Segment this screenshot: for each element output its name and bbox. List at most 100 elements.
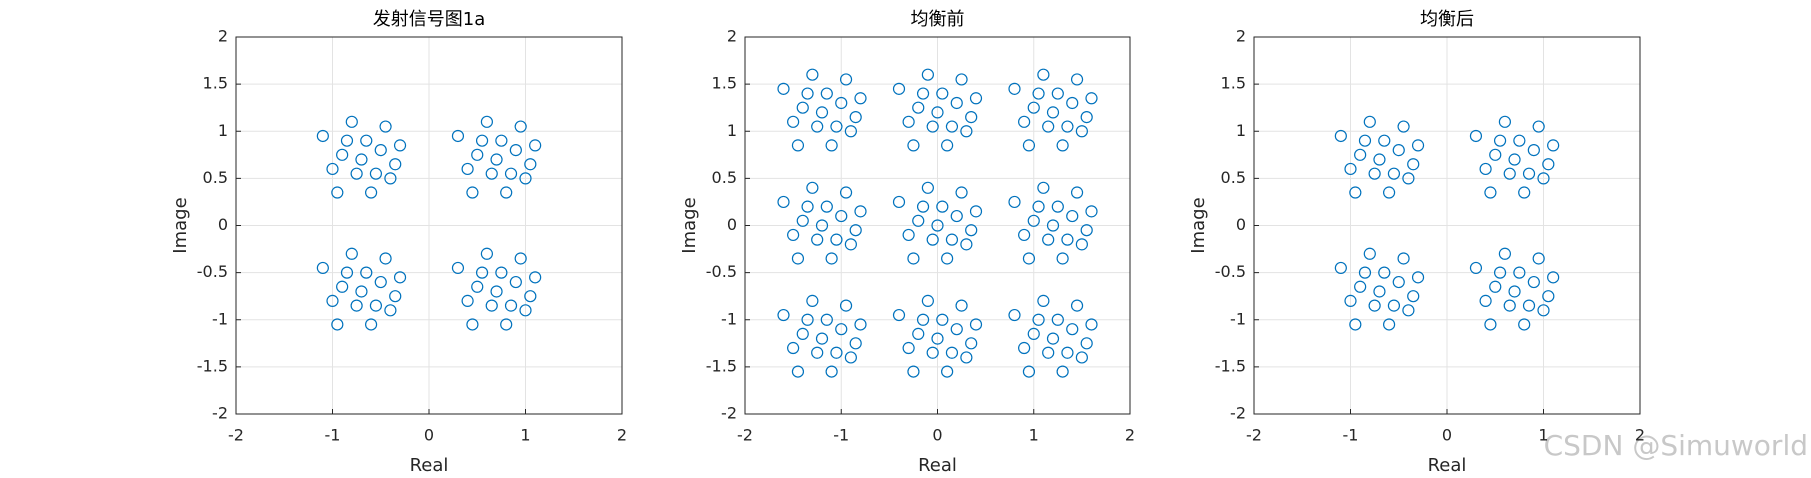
marker xyxy=(1373,153,1386,166)
marker xyxy=(921,294,934,307)
marker xyxy=(1407,290,1420,303)
marker xyxy=(1070,299,1084,312)
marker xyxy=(316,261,329,275)
marker xyxy=(1537,172,1550,185)
marker xyxy=(1402,172,1415,185)
marker xyxy=(514,120,527,133)
marker xyxy=(1066,209,1079,223)
marker xyxy=(1354,280,1367,293)
marker xyxy=(384,304,397,317)
axes-box xyxy=(744,36,1131,415)
marker xyxy=(451,129,465,143)
marker xyxy=(777,195,790,209)
marker xyxy=(480,115,493,128)
marker xyxy=(787,228,800,242)
marker xyxy=(1018,341,1031,355)
x-axis-label: Real xyxy=(410,455,449,476)
marker xyxy=(796,214,809,227)
marker xyxy=(1018,115,1031,128)
marker xyxy=(931,219,944,232)
marker xyxy=(1075,238,1088,251)
marker xyxy=(466,186,479,199)
marker xyxy=(892,82,906,95)
marker xyxy=(1503,299,1516,312)
marker xyxy=(369,299,383,312)
marker xyxy=(1070,73,1084,86)
marker xyxy=(1532,252,1545,265)
marker xyxy=(490,153,503,166)
marker xyxy=(1513,134,1526,147)
marker xyxy=(839,299,853,312)
marker xyxy=(1387,299,1401,312)
marker xyxy=(1066,323,1079,336)
marker xyxy=(945,233,959,246)
marker xyxy=(835,323,848,336)
marker xyxy=(1051,313,1064,326)
marker xyxy=(965,111,978,124)
marker xyxy=(960,125,973,138)
marker xyxy=(1032,313,1045,326)
marker xyxy=(360,266,373,279)
marker xyxy=(969,92,983,105)
marker xyxy=(916,87,930,100)
marker xyxy=(1382,186,1396,199)
x-axis-label: Real xyxy=(918,455,957,476)
y-tick-label: 0.5 xyxy=(203,168,228,187)
marker xyxy=(801,200,814,213)
marker xyxy=(1411,139,1425,152)
marker xyxy=(835,209,848,223)
y-tick-label: 0 xyxy=(727,215,737,234)
marker xyxy=(360,134,373,147)
marker xyxy=(326,294,339,307)
marker xyxy=(451,261,465,275)
marker xyxy=(374,144,387,157)
axes-box xyxy=(235,36,623,415)
marker xyxy=(350,299,363,312)
y-tick-label: -0.5 xyxy=(1215,262,1246,281)
y-tick-label: -1 xyxy=(721,309,737,328)
marker xyxy=(524,158,537,171)
marker xyxy=(504,299,518,312)
marker xyxy=(1363,247,1376,260)
marker xyxy=(921,181,934,194)
marker xyxy=(811,120,824,133)
y-tick-label: -2 xyxy=(212,404,228,423)
marker xyxy=(365,318,378,331)
marker xyxy=(955,186,968,199)
marker xyxy=(1358,266,1372,279)
marker xyxy=(1080,111,1093,124)
marker xyxy=(1344,294,1357,307)
marker xyxy=(1066,96,1079,110)
marker xyxy=(955,299,968,312)
marker xyxy=(844,351,857,364)
marker xyxy=(806,68,819,81)
marker xyxy=(1075,125,1088,138)
marker xyxy=(1051,200,1064,213)
marker xyxy=(509,275,522,289)
marker xyxy=(524,290,537,303)
marker xyxy=(1080,337,1093,350)
marker xyxy=(1022,252,1036,265)
marker xyxy=(1027,101,1040,114)
marker xyxy=(1334,129,1347,143)
marker xyxy=(1008,308,1021,322)
marker xyxy=(1518,318,1531,331)
marker xyxy=(1484,186,1497,199)
marker xyxy=(839,186,853,199)
marker xyxy=(931,106,944,119)
marker xyxy=(1061,120,1074,133)
marker xyxy=(316,129,329,143)
marker xyxy=(369,167,383,180)
marker xyxy=(379,252,392,265)
marker xyxy=(1061,233,1074,246)
marker xyxy=(820,200,833,213)
marker xyxy=(1479,294,1492,307)
marker xyxy=(835,96,848,110)
x-tick-label: -1 xyxy=(833,426,849,445)
marker xyxy=(1085,318,1098,331)
marker xyxy=(965,224,978,237)
marker xyxy=(1027,214,1040,227)
y-tick-label: -0.5 xyxy=(197,262,228,281)
marker xyxy=(950,323,963,336)
y-tick-label: 2 xyxy=(1236,27,1246,46)
